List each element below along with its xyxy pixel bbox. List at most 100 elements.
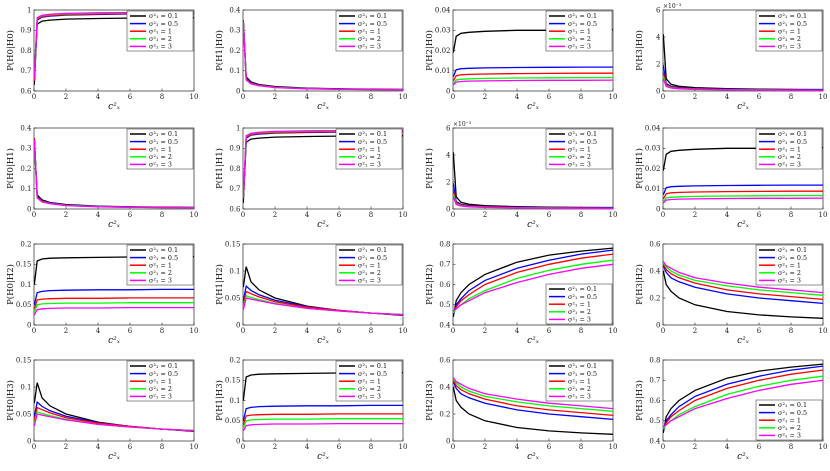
series-line — [663, 261, 823, 294]
x-tick-label: 2 — [693, 443, 697, 451]
x-tick-label: 8 — [789, 327, 793, 335]
legend-entry: σ²₁ = 0.5 — [778, 20, 807, 28]
series-line — [453, 377, 613, 410]
x-tick-label: 10 — [190, 93, 199, 101]
legend-entry: σ²₁ = 3 — [149, 393, 172, 401]
series-line — [663, 365, 823, 432]
y-axis-label: P(H1|H0) — [214, 30, 225, 71]
y-axis-label: P(H0|H2) — [5, 264, 16, 305]
y-axis-label: P(H3|H2) — [634, 264, 645, 305]
y-tick-label: 0.6 — [649, 397, 661, 405]
series-line — [243, 22, 403, 91]
legend-entry: σ²₁ = 2 — [568, 308, 591, 316]
y-tick-label: 0 — [236, 321, 240, 329]
y-tick-label: 0.05 — [225, 417, 241, 425]
y-tick-label: 0.2 — [229, 47, 240, 55]
x-tick-label: 2 — [273, 93, 277, 101]
y-tick-label: 0.5 — [649, 417, 660, 425]
x-tick-label: 4 — [96, 327, 101, 335]
x-tick-label: 4 — [515, 443, 520, 451]
y-tick-label: 1 — [236, 124, 240, 132]
x-tick-label: 8 — [579, 327, 583, 335]
x-tick-label: 2 — [273, 443, 277, 451]
x-tick-label: 2 — [483, 93, 487, 101]
x-tick-label: 10 — [399, 211, 408, 219]
x-axis-label: c²ₓ — [737, 452, 750, 462]
legend-entry: σ²₁ = 1 — [778, 416, 801, 424]
x-tick-label: 2 — [273, 211, 277, 219]
x-tick-label: 0 — [32, 443, 36, 451]
x-axis-label: c²ₓ — [317, 336, 330, 346]
subplot-16: 0 2 4 6 8 10 0.4 0.5 0.6 0.7 0.8 c²ₓ P(H3|H3) σ²₁ = 0… — [634, 356, 827, 462]
series-line — [34, 140, 194, 209]
subplot-5: 0 2 4 6 8 10 0 0.1 0.2 0.3 0.4 c²ₓ P(H0|H1) σ²₁ = 0.1… — [5, 124, 198, 230]
x-tick-label: 4 — [725, 327, 730, 335]
y-tick-label: 0 — [27, 321, 31, 329]
y-tick-label: 0.05 — [16, 301, 32, 309]
x-tick-label: 10 — [609, 327, 618, 335]
y-tick-label: 0.1 — [229, 67, 240, 75]
y-tick-label: 0 — [236, 87, 240, 95]
legend-entry: σ²₁ = 0.1 — [358, 362, 387, 370]
legend-entry: σ²₁ = 1 — [358, 27, 381, 35]
x-tick-label: 0 — [451, 443, 455, 451]
y-tick-label: 0.7 — [649, 377, 660, 385]
series-line — [663, 194, 823, 203]
legend-entry: σ²₁ = 0.5 — [149, 254, 178, 262]
x-tick-label: 8 — [369, 93, 373, 101]
x-tick-label: 10 — [399, 443, 408, 451]
x-tick-label: 10 — [190, 327, 199, 335]
x-tick-label: 0 — [32, 327, 36, 335]
legend-entry: σ²₁ = 3 — [358, 43, 381, 51]
y-tick-label: 0.8 — [649, 356, 660, 364]
x-tick-label: 0 — [241, 443, 245, 451]
series-line — [453, 196, 613, 209]
series-line — [663, 197, 823, 204]
legend-entry: σ²₁ = 0.5 — [149, 138, 178, 146]
x-tick-label: 8 — [369, 211, 373, 219]
x-axis-label: c²ₓ — [737, 102, 750, 112]
legend-entry: σ²₁ = 0.5 — [358, 20, 387, 28]
y-tick-label: 1 — [27, 6, 31, 14]
x-tick-label: 4 — [96, 443, 101, 451]
x-tick-label: 2 — [483, 327, 487, 335]
x-tick-label: 4 — [305, 211, 310, 219]
y-tick-label: 0.05 — [16, 410, 32, 418]
legend-entry: σ²₁ = 3 — [149, 43, 172, 51]
x-tick-label: 10 — [819, 443, 828, 451]
legend-entry: σ²₁ = 0.1 — [149, 246, 178, 254]
x-tick-label: 0 — [32, 211, 36, 219]
y-tick-label: 0.7 — [439, 261, 450, 269]
legend-entry: σ²₁ = 1 — [568, 377, 591, 385]
x-tick-label: 2 — [693, 93, 697, 101]
x-tick-label: 6 — [757, 211, 762, 219]
x-tick-label: 4 — [96, 211, 101, 219]
legend-entry: σ²₁ = 3 — [778, 43, 801, 51]
y-tick-label: 0.2 — [229, 356, 240, 364]
y-tick-label: 0.15 — [225, 240, 241, 248]
legend-entry: σ²₁ = 0.5 — [358, 138, 387, 146]
x-tick-label: 0 — [451, 211, 455, 219]
x-tick-label: 2 — [693, 327, 697, 335]
x-tick-label: 6 — [128, 93, 133, 101]
y-tick-label: 0 — [656, 205, 660, 213]
x-tick-label: 6 — [757, 93, 762, 101]
x-tick-label: 2 — [64, 93, 68, 101]
legend-entry: σ²₁ = 1 — [778, 145, 801, 153]
x-tick-label: 2 — [64, 327, 68, 335]
series-line — [453, 263, 613, 312]
y-tick-label: 0.15 — [16, 356, 32, 364]
legend-entry: σ²₁ = 3 — [358, 393, 381, 401]
y-axis-label: P(H1|H3) — [214, 380, 225, 421]
legend-entry: σ²₁ = 2 — [778, 424, 801, 432]
x-tick-label: 8 — [160, 93, 164, 101]
y-tick-label: 0.4 — [229, 6, 241, 14]
y-tick-label: 0.8 — [439, 240, 450, 248]
y-tick-label: 0.01 — [435, 67, 451, 75]
x-tick-label: 8 — [789, 443, 793, 451]
y-axis-label: P(H3|H1) — [634, 148, 645, 189]
x-tick-label: 10 — [609, 443, 618, 451]
y-tick-label: 2 — [656, 60, 660, 68]
